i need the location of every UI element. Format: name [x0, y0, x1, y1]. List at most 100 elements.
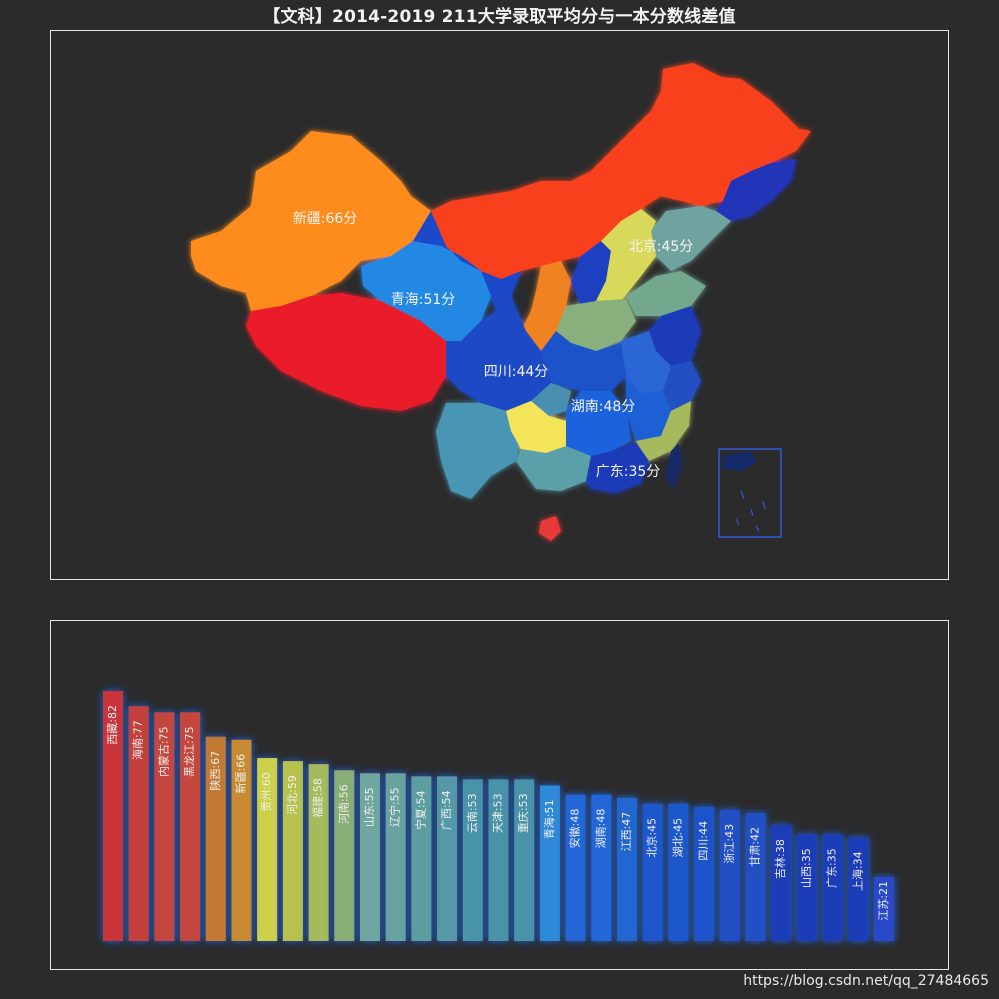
bar-label-辽宁: 辽宁:55 — [388, 787, 402, 827]
bar-label-广西: 广西:54 — [440, 790, 453, 830]
region-hainan[interactable] — [539, 516, 561, 541]
bar-江西[interactable] — [617, 797, 637, 941]
bar-湖南[interactable] — [591, 794, 612, 941]
bar-label-青海: 青海:51 — [542, 800, 556, 840]
region-shandong[interactable] — [626, 271, 706, 316]
bar-青海[interactable] — [539, 785, 560, 941]
region-shaanxi[interactable] — [521, 261, 571, 351]
bar-新疆[interactable] — [231, 739, 252, 941]
region-hebei[interactable] — [596, 209, 656, 311]
region-guizhou[interactable] — [506, 401, 566, 453]
bar-天津[interactable] — [488, 779, 509, 941]
region-liaoning[interactable] — [651, 206, 731, 271]
region-hubei[interactable] — [541, 331, 626, 391]
bar-浙江[interactable] — [719, 809, 740, 941]
bar-重庆[interactable] — [514, 779, 535, 941]
bar-label-四川: 四川:44 — [697, 821, 710, 861]
south-china-sea-inset — [718, 448, 782, 538]
bar-陕西[interactable] — [205, 736, 226, 941]
bar-label-北京: 北京:45 — [645, 818, 659, 858]
bar-panel: 西藏:82 海南:77 内蒙古:75 黑龙江:75 陕西:67 新疆:66 贵州:60 河北:… — [50, 620, 949, 970]
region-jiangxi[interactable] — [626, 376, 671, 441]
bar-label-江苏: 江苏:21 — [877, 881, 890, 921]
region-zhejiang[interactable] — [663, 361, 701, 411]
bar-label-广东: 广东:35 — [826, 848, 839, 888]
map-label-北京: 北京:45分 — [629, 239, 694, 255]
bar-北京[interactable] — [642, 803, 663, 941]
bar-山东[interactable] — [360, 773, 380, 941]
bar-label-山东: 山东:55 — [363, 787, 376, 827]
bar-广西[interactable] — [437, 776, 458, 941]
bar-贵州[interactable] — [257, 758, 278, 941]
province-regions — [191, 63, 811, 541]
bar-河南[interactable] — [334, 770, 355, 941]
region-tibet[interactable] — [246, 293, 446, 411]
region-sichuan[interactable] — [446, 296, 551, 411]
bar-label-宁夏: 宁夏:54 — [413, 790, 427, 830]
bar-甘肃[interactable] — [745, 812, 766, 941]
region-taiwan[interactable] — [667, 443, 681, 489]
bar-湖北[interactable] — [668, 803, 689, 941]
bar-安徽[interactable] — [565, 794, 586, 941]
map-label-新疆: 新疆:66分 — [293, 211, 358, 227]
bar-label-layer: 西藏:82 海南:77 内蒙古:75 黑龙江:75 陕西:67 新疆:66 贵州:60 河北:… — [106, 705, 890, 921]
bar-云南[interactable] — [462, 779, 483, 941]
bar-label-浙江: 浙江:43 — [723, 824, 736, 864]
bar-label-安徽: 安徽:48 — [568, 809, 582, 849]
map-label-四川: 四川:44分 — [484, 364, 549, 380]
bar-label-云南: 云南:53 — [466, 793, 479, 833]
bar-label-西藏: 西藏:82 — [106, 705, 119, 745]
bar-label-内蒙古: 内蒙古:75 — [156, 726, 170, 777]
region-jilin[interactable] — [716, 159, 796, 221]
bar-label-吉林: 吉林:38 — [773, 839, 787, 879]
region-heilongjiang[interactable] — [431, 63, 811, 279]
bar-上海[interactable] — [848, 837, 869, 941]
bar-label-湖北: 湖北:45 — [671, 818, 684, 858]
map-label-青海: 青海:51分 — [391, 292, 456, 308]
bar-series — [103, 691, 894, 941]
region-guangxi[interactable] — [516, 446, 591, 491]
watermark: https://blog.csdn.net/qq_27484665 — [743, 973, 989, 989]
region-guangdong[interactable] — [586, 443, 649, 493]
region-qinghai[interactable] — [361, 241, 491, 341]
bar-label-重庆: 重庆:53 — [516, 793, 530, 833]
bar-label-甘肃: 甘肃:42 — [749, 827, 762, 867]
region-jiangsu[interactable] — [649, 306, 701, 366]
bar-广东[interactable] — [822, 834, 843, 941]
region-yunnan[interactable] — [436, 403, 521, 499]
bar-label-黑龙江: 黑龙江:75 — [183, 726, 196, 777]
region-chongqing[interactable] — [531, 383, 571, 416]
bar-山西[interactable] — [796, 834, 817, 941]
bar-label-陕西: 陕西:67 — [208, 751, 222, 791]
bar-吉林[interactable] — [771, 825, 792, 941]
bar-江苏[interactable] — [874, 876, 894, 941]
bar-label-福建: 福建:58 — [311, 778, 325, 818]
bar-福建[interactable] — [308, 764, 329, 941]
region-hunan[interactable] — [566, 391, 631, 456]
bar-四川[interactable] — [694, 806, 715, 941]
bar-海南[interactable] — [128, 706, 149, 941]
region-fujian[interactable] — [636, 401, 691, 461]
bar-辽宁[interactable] — [385, 773, 406, 941]
map-label-湖南: 湖南:48分 — [571, 399, 636, 415]
region-henan[interactable] — [556, 299, 636, 351]
bar-宁夏[interactable] — [411, 776, 432, 941]
map-label-广东: 广东:35分 — [596, 464, 661, 480]
region-anhui[interactable] — [621, 331, 671, 393]
bar-label-上海: 上海:34 — [850, 851, 864, 891]
bar-chart: 西藏:82 海南:77 内蒙古:75 黑龙江:75 陕西:67 新疆:66 贵州:60 河北:… — [103, 691, 894, 941]
chart-title: 【文科】2014-2019 211大学录取平均分与一本分数线差值 — [263, 7, 736, 27]
region-shanxi[interactable] — [571, 241, 611, 306]
bar-label-河南: 河南:56 — [337, 784, 350, 824]
bar-黑龙江[interactable] — [180, 712, 201, 941]
bar-内蒙古[interactable] — [154, 712, 175, 941]
bar-label-江西: 江西:47 — [620, 812, 633, 852]
bar-label-河北: 河北:59 — [286, 775, 299, 815]
region-gansu[interactable] — [413, 211, 521, 311]
region-xinjiang[interactable] — [191, 131, 431, 311]
bar-label-海南: 海南:77 — [131, 720, 145, 760]
bar-西藏[interactable] — [103, 691, 123, 941]
bar-河北[interactable] — [282, 761, 303, 941]
